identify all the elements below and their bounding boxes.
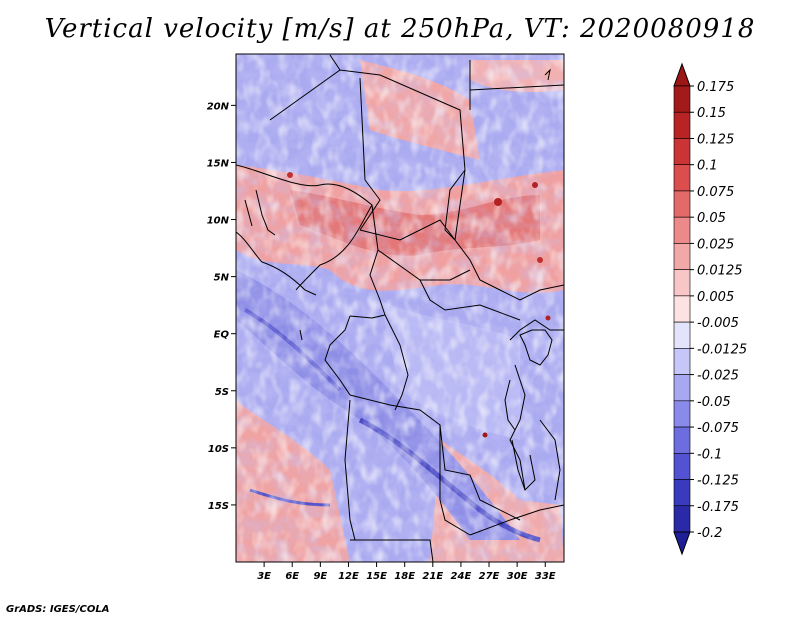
lon-tick-label: 12E — [338, 571, 359, 582]
grads-credit: GrADS: IGES/COLA — [6, 604, 110, 615]
colorbar-segment — [673, 269, 691, 297]
lon-tick-label: 9E — [313, 571, 327, 582]
lat-tick-label: 5N — [214, 273, 230, 284]
colorbar-segment — [673, 374, 691, 402]
colorbar-segment — [673, 426, 691, 454]
colorbar-segment — [673, 479, 691, 507]
lon-tick-label: 3E — [257, 571, 271, 582]
lon-tick-label: 21E — [422, 571, 443, 582]
colorbar-label: 0.125 — [697, 132, 734, 147]
colorbar-segment — [673, 85, 691, 113]
colorbar-label: 0.05 — [697, 211, 726, 226]
colorbar-top-arrow — [673, 62, 691, 87]
colorbar-label: 0.0125 — [697, 264, 743, 279]
lat-tick-label: EQ — [214, 330, 230, 341]
colorbar-label: -0.0125 — [697, 342, 747, 357]
colorbar-label: -0.005 — [697, 316, 739, 331]
lat-tick-label: 10S — [208, 444, 229, 455]
lat-tick-label: 15S — [208, 501, 229, 512]
lon-tick-label: 27E — [479, 571, 500, 582]
lat-tick-label: 5S — [215, 387, 229, 398]
colorbar-label: -0.025 — [697, 369, 739, 384]
colorbar-segment — [673, 164, 691, 192]
colorbar-segment — [673, 505, 691, 533]
colorbar-segment — [673, 295, 691, 323]
colorbar-label: -0.175 — [697, 500, 739, 515]
colorbar-segment — [673, 321, 691, 349]
lat-tick-label: 20N — [207, 101, 230, 112]
lat-tick-label: 15N — [207, 158, 230, 169]
colorbar-label: 0.1 — [697, 159, 718, 174]
latitude-axis: 20N 15N 10N 5N EQ 5S 10S 15S — [207, 101, 236, 512]
colorbar-label: 0.025 — [697, 237, 734, 252]
colorbar-label: -0.075 — [697, 421, 739, 436]
lat-tick-label: 10N — [207, 216, 230, 227]
colorbar-label: 0.005 — [697, 290, 734, 305]
lon-tick-label: 30E — [507, 571, 528, 582]
lon-tick-label: 15E — [366, 571, 387, 582]
colorbar-segment — [673, 348, 691, 375]
colorbar-segment — [673, 216, 691, 244]
colorbar-segment — [673, 190, 691, 218]
colorbar-segment — [673, 452, 691, 480]
colorbar-label: 0.175 — [697, 80, 734, 95]
country-borders — [236, 54, 564, 562]
lon-tick-label: 24E — [451, 571, 472, 582]
lon-tick-label: 33E — [535, 571, 556, 582]
colorbar-segment — [673, 400, 691, 428]
lon-tick-label: 18E — [394, 571, 415, 582]
colorbar-label: 0.15 — [697, 106, 726, 121]
colorbar-label: 0.075 — [697, 185, 734, 200]
colorbar-bottom-arrow — [673, 531, 691, 556]
velocity-field — [236, 54, 564, 562]
colorbar-label: -0.125 — [697, 474, 739, 489]
colorbar-segment — [673, 243, 691, 270]
colorbar-label: -0.05 — [697, 395, 731, 410]
longitude-axis: 3E 6E 9E 12E 15E 18E 21E 24E 27E 30E 33E — [257, 562, 556, 582]
map-frame — [235, 53, 565, 563]
map-title: Vertical velocity [m/s] at 250hPa, VT: 2… — [44, 14, 756, 44]
colorbar-label: -0.2 — [697, 526, 722, 541]
colorbar-segment — [673, 138, 691, 166]
lon-tick-label: 6E — [285, 571, 299, 582]
colorbar-label: -0.1 — [697, 447, 722, 462]
colorbar-segment — [673, 111, 691, 139]
colorbar: 0.175 0.15 0.125 0.1 0.075 0.05 0.025 0.0125 0.0… — [673, 62, 747, 556]
